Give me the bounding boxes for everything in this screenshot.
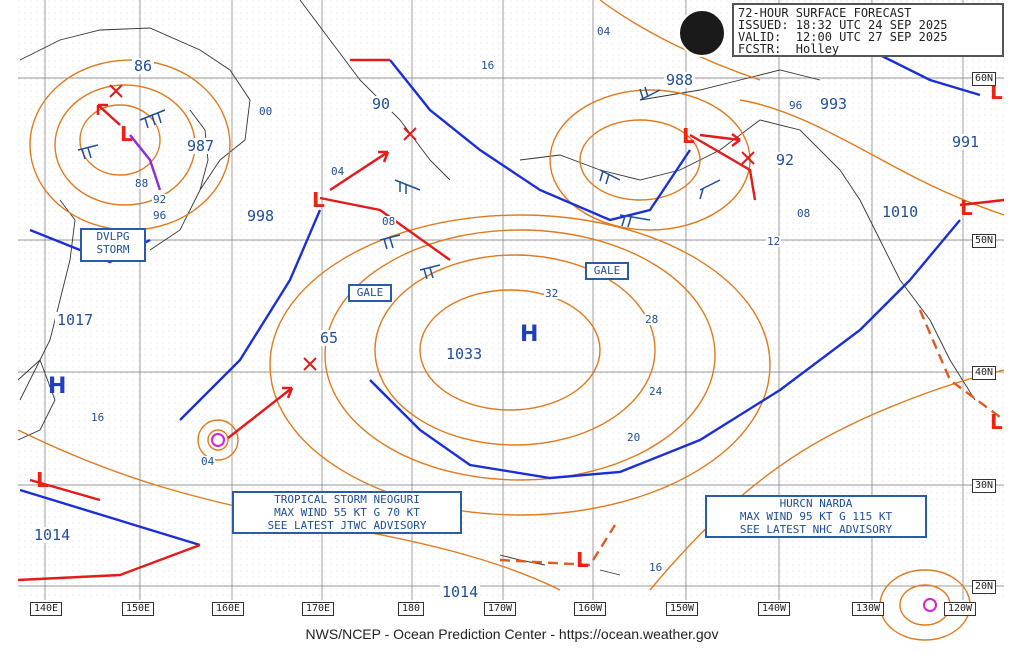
- longitude-label: 140W: [758, 602, 791, 616]
- pressure-label: 998: [245, 207, 277, 225]
- header-valid: VALID: 12:00 UTC 27 SEP 2025: [738, 30, 948, 44]
- pressure-label: 65: [318, 329, 341, 347]
- storm-motion-arrows: [96, 103, 741, 439]
- low-pressure-center: L: [682, 124, 695, 148]
- isobars: [17, 0, 1005, 641]
- pressure-label: 1033: [444, 345, 485, 363]
- low-pressure-center: L: [990, 80, 1003, 104]
- graticule: [18, 0, 1004, 600]
- pressure-label: 1014: [32, 526, 73, 544]
- pressure-label: 1017: [55, 311, 96, 329]
- isobar-label: 12: [766, 235, 782, 248]
- latitude-label: 30N: [972, 479, 997, 493]
- isobar-label: 92: [152, 193, 168, 206]
- high-pressure-center: H: [48, 374, 67, 399]
- forecast-header: 72-HOUR SURFACE FORECAST ISSUED: 18:32 U…: [678, 3, 1004, 57]
- pressure-label: 987: [185, 137, 217, 155]
- longitude-label: 160E: [212, 602, 245, 616]
- isobar-label: 16: [90, 411, 106, 424]
- latitude-label: 50N: [972, 234, 997, 248]
- low-pressure-center: L: [120, 122, 133, 146]
- occluded-front: [129, 134, 162, 191]
- noaa-logo: [678, 9, 726, 57]
- longitude-label: 150W: [666, 602, 699, 616]
- footer-credit: NWS/NCEP - Ocean Prediction Center - htt…: [305, 626, 719, 642]
- isobar-label: 96: [788, 99, 804, 112]
- header-issued: ISSUED: 18:32 UTC 24 SEP 2025: [738, 18, 948, 32]
- cold-fronts: [19, 53, 981, 547]
- isobar-label: 08: [381, 215, 397, 228]
- latitude-label: 60N: [972, 72, 997, 86]
- longitude-label: 160W: [574, 602, 607, 616]
- isobar-label: 24: [648, 385, 664, 398]
- pressure-label: 90: [370, 95, 393, 113]
- pressure-label: 988: [664, 71, 696, 89]
- hurricane-narda-box: HURCN NARDA MAX WIND 95 KT G 115 KT SEE …: [705, 495, 927, 538]
- pressure-label: 993: [818, 95, 850, 113]
- tropical-storm-symbol: [211, 433, 225, 447]
- longitude-label: 120W: [944, 602, 977, 616]
- isobar-label: 88: [134, 177, 150, 190]
- isobar-label: 04: [200, 455, 216, 468]
- pressure-label: 86: [132, 57, 155, 75]
- pressure-label: 92: [774, 151, 797, 169]
- isobar-label: 04: [330, 165, 346, 178]
- wind-barbs: [77, 86, 721, 280]
- troughs: [499, 309, 1005, 567]
- gale-warning-box: GALE: [348, 284, 392, 302]
- isobar-label: 32: [544, 287, 560, 300]
- low-pressure-center: L: [312, 188, 325, 212]
- isobar-label: 16: [648, 561, 664, 574]
- isobar-label: 28: [644, 313, 660, 326]
- isobar-label: 20: [626, 431, 642, 444]
- header-forecaster: FCSTR: Holley: [738, 42, 840, 56]
- isobar-label: 08: [796, 207, 812, 220]
- forecast-positions: [109, 84, 755, 371]
- hurricane-symbol: [923, 598, 937, 612]
- low-pressure-center: L: [960, 196, 973, 220]
- isobar-label: 00: [258, 105, 274, 118]
- gale-warning-box: GALE: [585, 262, 629, 280]
- low-pressure-center: L: [36, 468, 49, 492]
- isobar-label: 04: [596, 25, 612, 38]
- tropical-storm-neoguri-box: TROPICAL STORM NEOGURI MAX WIND 55 KT G …: [232, 491, 462, 534]
- pressure-label: 991: [950, 133, 982, 151]
- longitude-label: 170W: [484, 602, 517, 616]
- longitude-label: 140E: [30, 602, 63, 616]
- longitude-label: 130W: [852, 602, 885, 616]
- pressure-label: 1014: [440, 583, 481, 601]
- pressure-label: 1010: [880, 203, 921, 221]
- isobar-label: 96: [152, 209, 168, 222]
- low-pressure-center: L: [576, 548, 589, 572]
- developing-storm-box: DVLPG STORM: [80, 228, 146, 262]
- longitude-label: 150E: [122, 602, 155, 616]
- longitude-label: 180: [398, 602, 425, 616]
- latitude-label: 20N: [972, 580, 997, 594]
- isobar-label: 16: [480, 59, 496, 72]
- high-pressure-center: H: [520, 322, 539, 347]
- longitude-label: 170E: [302, 602, 335, 616]
- latitude-label: 40N: [972, 366, 997, 380]
- header-title: 72-HOUR SURFACE FORECAST: [738, 6, 912, 20]
- low-pressure-center: L: [990, 410, 1003, 434]
- warm-fronts: [17, 58, 1005, 582]
